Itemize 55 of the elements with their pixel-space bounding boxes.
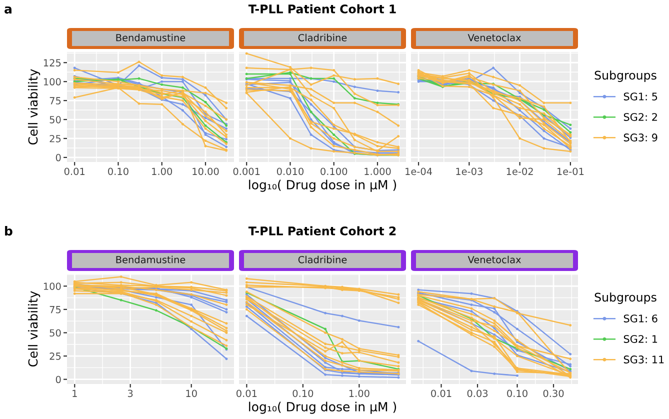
y-tick-label: 0 [56, 376, 61, 384]
y-axis-title: Cell viability [28, 69, 40, 145]
x-tick-label: 0.10 [507, 390, 528, 398]
x-tick-label: 1e-01 [557, 168, 584, 176]
x-tick-label: 0.10 [108, 168, 128, 176]
y-tick-label: 25 [50, 352, 61, 360]
legend-label: SG1: 5 [624, 92, 658, 100]
x-tick-label: 3 [128, 390, 133, 398]
chart-subtitle: Cladribine [298, 256, 347, 264]
x-tick-label: 1e-02 [506, 168, 533, 176]
chart-subtitle: Venetoclax [468, 256, 521, 264]
legend-label: SG3: 11 [624, 356, 664, 364]
legend-label: SG2: 1 [624, 335, 658, 343]
y-tick-label: 100 [44, 282, 61, 290]
legend-label: SG2: 2 [624, 113, 657, 121]
chart-subtitle: Bendamustine [116, 34, 186, 42]
x-tick-label: 1.00 [349, 390, 370, 398]
y-tick-label: 75 [50, 97, 61, 104]
x-tick-label: 1.00 [152, 168, 172, 176]
legend-title: Subgroups [594, 292, 656, 304]
text: b [5, 226, 12, 236]
legend-label: SG1: 6 [624, 314, 658, 322]
x-tick-label: 0.001 [233, 168, 260, 176]
chart-subtitle: Cladribine [298, 34, 347, 42]
x-tick-label: 1 [72, 390, 77, 397]
y-axis-title: Cell viability [28, 291, 40, 367]
x-tick-label: 1e-03 [456, 168, 482, 176]
chart-subtitle: Bendamustine [116, 256, 186, 264]
chart-subtitle: Venetoclax [468, 34, 521, 42]
y-tick-label: 0 [56, 154, 61, 162]
x-tick-label: 1.000 [364, 168, 391, 176]
x-tick-label: 0.01 [431, 390, 452, 398]
y-tick-label: 25 [50, 134, 61, 142]
legend-label: SG3: 9 [624, 134, 658, 142]
y-tick-label: 100 [44, 78, 61, 86]
y-tick-label: 50 [50, 116, 61, 124]
x-tick-label: 0.01 [64, 168, 85, 176]
x-axis-title: log₁₀( Drug dose in µM ) [249, 402, 396, 414]
x-tick-label: 10 [186, 390, 197, 398]
chart-title: T-PLL Patient Cohort 2 [248, 226, 396, 236]
chart-title: T-PLL Patient Cohort 1 [248, 4, 396, 14]
text: a [4, 6, 12, 14]
x-tick-label: 0.010 [276, 168, 304, 176]
x-tick-label: 0.01 [236, 390, 257, 398]
y-tick-label: 75 [50, 306, 61, 314]
y-tick-label: 125 [44, 59, 61, 66]
x-axis-title: log₁₀( Drug dose in µM ) [249, 180, 396, 192]
x-tick-label: 10.00 [192, 168, 219, 176]
x-tick-label: 0.100 [320, 168, 348, 176]
x-tick-label: 0.30 [543, 390, 564, 398]
x-tick-label: 0.03 [467, 390, 488, 398]
x-tick-label: 1e-04 [406, 168, 432, 176]
y-tick-label: 50 [50, 329, 61, 337]
legend-title: Subgroups [594, 70, 656, 82]
x-tick-label: 0.10 [292, 390, 314, 398]
